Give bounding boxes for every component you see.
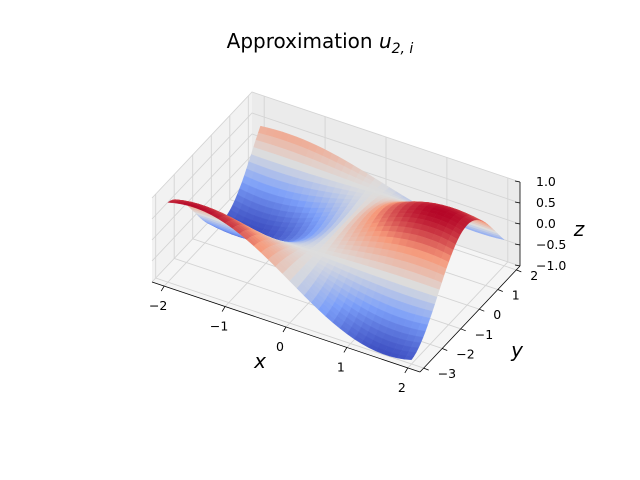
z-tick-label: 0.5 [536, 195, 556, 210]
z-tick-mark [514, 201, 521, 204]
y-tick-label: 2 [530, 268, 538, 283]
chart-title: Approximation u2, i [227, 29, 414, 57]
z-tick-label: 0.0 [536, 216, 556, 231]
y-axis-line [419, 265, 521, 373]
y-tick-label: 1 [512, 288, 520, 303]
z-axis-label: z [573, 217, 585, 241]
z-tick-label: 1.0 [536, 174, 556, 189]
z-tick-mark [514, 264, 521, 267]
y-tick-mark [497, 289, 503, 292]
y-tick-mark [442, 348, 448, 351]
z-tick-mark [514, 222, 521, 225]
x-tick-label: 0 [276, 339, 284, 354]
x-tick-mark [160, 285, 165, 292]
y-axis-label: y [510, 338, 524, 362]
z-tick-label: −1.0 [536, 258, 566, 273]
y-tick-mark [479, 308, 485, 312]
y-tick-label: 0 [493, 307, 501, 322]
x-tick-mark [404, 367, 409, 374]
chart-title-subscript: 2, i [392, 41, 414, 57]
x-tick-label: 2 [398, 380, 406, 395]
y-tick-mark [423, 367, 429, 371]
x-tick-label: −2 [149, 298, 167, 313]
x-tick-mark [282, 326, 287, 333]
z-tick-mark [514, 243, 521, 246]
grid-line-z [151, 91, 521, 199]
surface-mesh [167, 125, 505, 361]
x-tick-label: −1 [210, 319, 228, 334]
chart-title-math: u [379, 29, 392, 53]
y-tick-label: −2 [456, 346, 474, 361]
y-tick-mark [460, 328, 466, 332]
chart-title-text: Approximation [227, 29, 379, 53]
z-tick-label: −0.5 [536, 237, 566, 252]
z-tick-mark [514, 180, 521, 183]
y-tick-mark [516, 269, 522, 273]
y-tick-label: −1 [475, 327, 493, 342]
grid-line-z [151, 112, 521, 220]
x-tick-mark [343, 347, 348, 353]
surface-patch [404, 355, 415, 361]
x-tick-label: 1 [337, 359, 345, 374]
x-tick-mark [221, 306, 226, 312]
x-axis-label: x [253, 349, 266, 373]
y-tick-label: −3 [438, 366, 456, 381]
